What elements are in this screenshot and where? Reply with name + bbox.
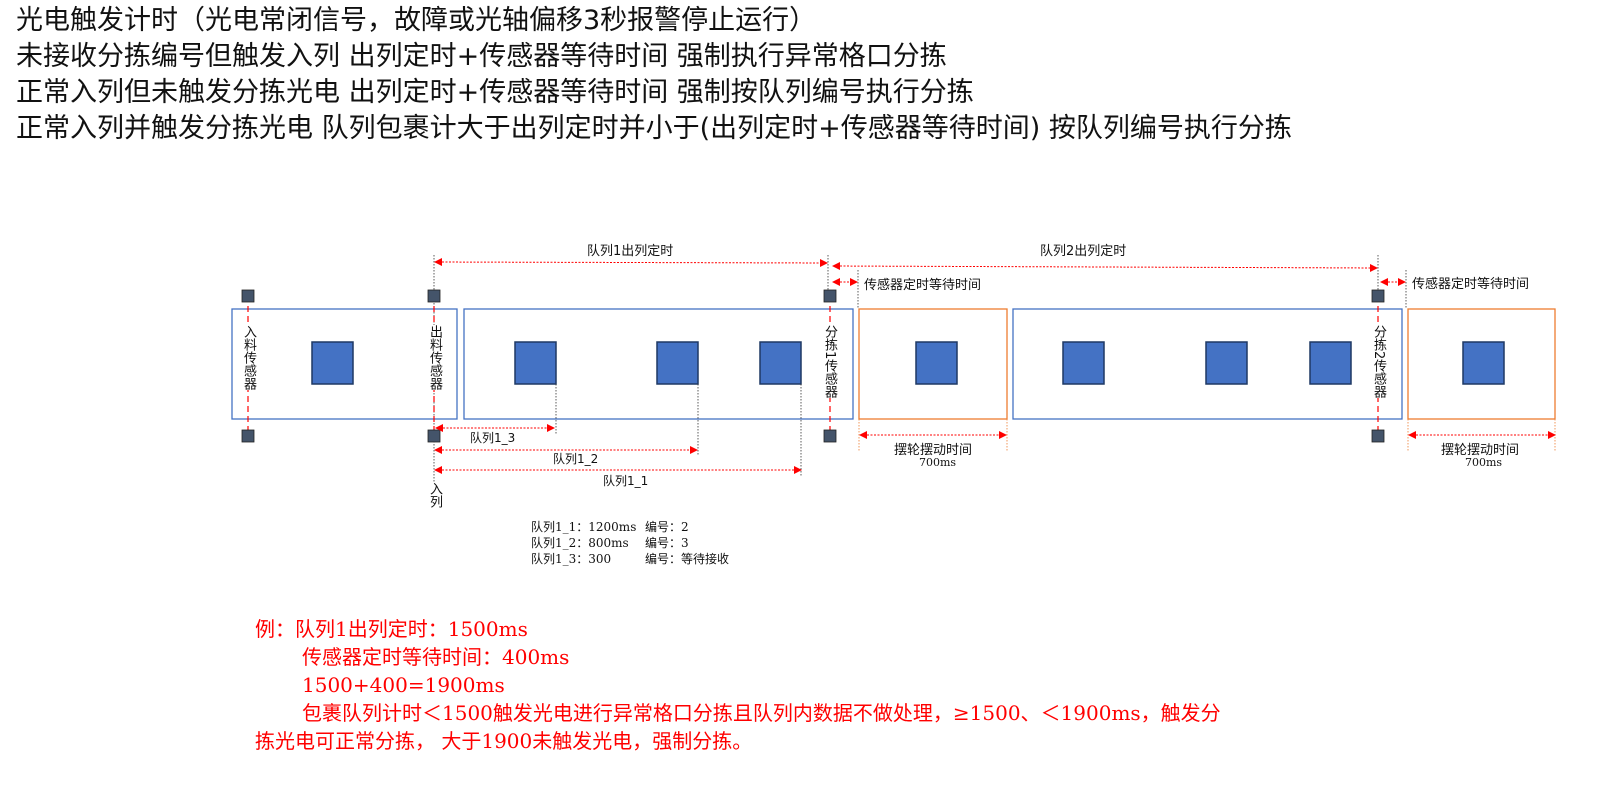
package — [1309, 341, 1352, 385]
sorter-section-2 — [1407, 308, 1556, 420]
package — [759, 341, 802, 385]
sensor-outfeed-top — [427, 289, 441, 303]
sensor-sort2-bottom — [1371, 429, 1385, 443]
info-queue: 队列1_2：800ms — [531, 536, 629, 550]
sensor-wait-label-1: 传感器定时等待时间 — [864, 278, 982, 293]
info-queue: 队列1_3：300 — [531, 552, 612, 566]
package — [656, 341, 699, 385]
info-code: 编号：等待接收 — [645, 552, 730, 566]
queue1-3-label: 队列1_3 — [470, 431, 516, 445]
swing-value-2: 700ms — [1465, 456, 1503, 469]
queue2-timer-arrow — [832, 262, 1378, 272]
package — [1062, 341, 1105, 385]
info-queue: 队列1_1：1200ms — [531, 520, 637, 534]
rule-line-2: 未接收分拣编号但触发入列 出列定时+传感器等待时间 强制执行异常格口分拣 — [16, 41, 947, 72]
swing-label-2: 摆轮摆动时间 — [1441, 443, 1520, 458]
sensor-infeed-bottom — [241, 429, 255, 443]
example-line-5: 拣光电可正常分拣， 大于1900未触发光电，强制分拣。 — [255, 729, 753, 753]
rule-line-4: 正常入列并触发分拣光电 队列包裹计大于出列定时并小于(出列定时+传感器等待时间)… — [16, 113, 1292, 144]
info-row: 队列1_3：300 编号：等待接收 — [531, 551, 729, 567]
sensor-outfeed-bottom — [427, 429, 441, 443]
conveyor-section-queue2 — [1012, 308, 1403, 420]
swing-value-1: 700ms — [919, 456, 957, 469]
sensor-wait-label-2: 传感器定时等待时间 — [1412, 277, 1530, 292]
sensor-sort1-bottom — [823, 429, 837, 443]
info-code: 编号：2 — [645, 520, 689, 534]
info-row: 队列1_2：800ms 编号：3 — [531, 535, 689, 551]
conveyor-section-queue1 — [463, 308, 854, 420]
package — [514, 341, 557, 385]
queue1-timer-arrow — [434, 258, 828, 267]
rule-line-3: 正常入列但未触发分拣光电 出列定时+传感器等待时间 强制按队列编号执行分拣 — [16, 77, 974, 108]
rule-line-1: 光电触发计时（光电常闭信号，故障或光轴偏移3秒报警停止运行） — [16, 5, 817, 36]
queue2-timer-label: 队列2出列定时 — [1040, 244, 1127, 259]
conveyor-section-infeed — [231, 308, 458, 420]
sensor-sort1-top — [823, 289, 837, 303]
queue1-2-label: 队列1_2 — [553, 452, 599, 466]
queue1-timer-label: 队列1出列定时 — [587, 244, 674, 259]
outfeed-sensor-label: 出料传感器 — [427, 325, 442, 390]
queue1-1-label: 队列1_1 — [603, 474, 649, 488]
sort2-sensor-label: 分拣2传感器 — [1371, 325, 1386, 399]
info-row: 队列1_1：1200ms 编号：2 — [531, 519, 689, 535]
package — [1462, 341, 1505, 385]
enqueue-label: 入列 — [427, 482, 442, 508]
package — [311, 341, 354, 385]
example-line-3: 1500+400=1900ms — [302, 673, 505, 697]
package — [1205, 341, 1248, 385]
example-line-1: 例：队列1出列定时：1500ms — [255, 617, 528, 641]
package — [915, 341, 958, 385]
swing-label-1: 摆轮摆动时间 — [894, 443, 973, 458]
example-line-4: 包裹队列计时＜1500触发光电进行异常格口分拣且队列内数据不做处理，≥1500、… — [302, 701, 1221, 725]
infeed-sensor-label: 入料传感器 — [241, 325, 256, 390]
info-code: 编号：3 — [645, 536, 689, 550]
sensor-infeed-top — [241, 289, 255, 303]
example-line-2: 传感器定时等待时间：400ms — [302, 645, 570, 669]
sorter-section-1 — [858, 308, 1008, 420]
sort1-sensor-label: 分拣1传感器 — [822, 325, 837, 399]
sensor-sort2-top — [1371, 289, 1385, 303]
